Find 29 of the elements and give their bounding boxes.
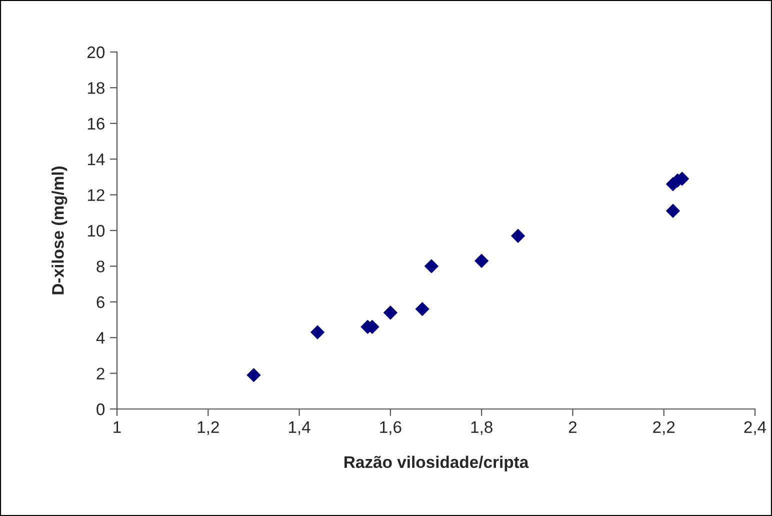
y-tick-label: 4 — [96, 332, 105, 344]
y-tick-label: 8 — [96, 260, 104, 272]
x-tick-label: 2 — [568, 421, 577, 433]
y-axis-title: D-xilose (mg/ml) — [52, 166, 68, 294]
x-tick-label: 1 — [114, 421, 121, 433]
x-tick-label: 1,8 — [471, 421, 492, 436]
x-tick-label: 2,4 — [744, 421, 766, 436]
y-tick-label: 10 — [88, 224, 105, 237]
point — [246, 368, 261, 382]
y-tick-label: 0 — [96, 403, 105, 416]
y-tick-label: 12 — [88, 189, 104, 201]
x-tick-label: 2,2 — [653, 421, 675, 436]
x-tick-label: 1,6 — [380, 421, 402, 436]
y-tick-label: 18 — [88, 82, 104, 94]
point — [415, 302, 430, 316]
y-tick-label: 20 — [87, 46, 105, 58]
y-tick-label: 14 — [88, 154, 105, 166]
point — [310, 325, 324, 340]
point — [383, 306, 398, 320]
y-tick-label: 16 — [88, 118, 104, 130]
point — [511, 228, 525, 243]
y-tick-label: 6 — [96, 296, 104, 308]
point — [474, 254, 489, 268]
x-tick-label: 1,4 — [288, 421, 310, 436]
point — [666, 204, 680, 218]
point — [424, 259, 438, 274]
y-tick-label: 2 — [96, 368, 104, 380]
x-tick-label: 1,2 — [198, 421, 219, 436]
x-axis-title: Razão vilosidade/cripta — [344, 456, 529, 472]
